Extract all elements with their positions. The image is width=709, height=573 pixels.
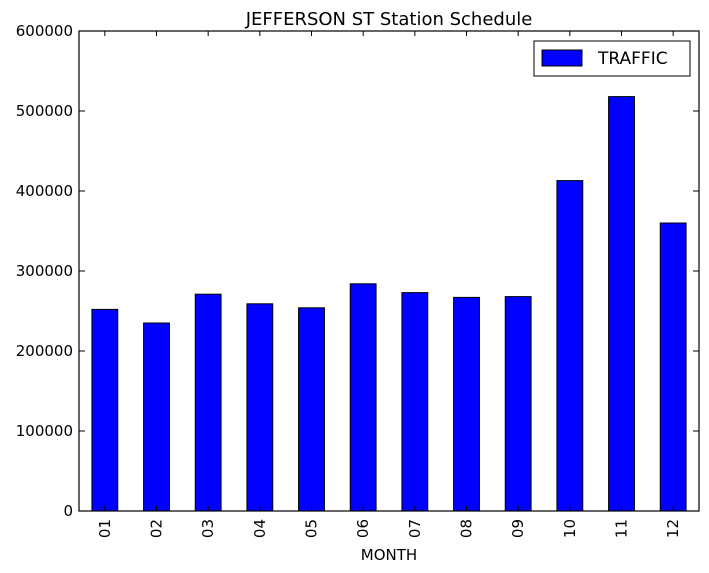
- plot-frame: [78, 30, 700, 512]
- y-tick-label: 100000: [16, 422, 73, 440]
- x-tick-label: 06: [354, 519, 372, 538]
- x-axis-label: MONTH: [361, 546, 417, 564]
- y-tick-label: 0: [63, 502, 73, 520]
- legend-label: TRAFFIC: [597, 49, 668, 69]
- legend: TRAFFIC: [533, 40, 691, 77]
- bar-01: [91, 308, 119, 512]
- bar-10: [556, 180, 584, 512]
- ticks-group: 01 02 03 04 05 06 07 08 09 10 11 12 0 100000 200000 300…: [16, 22, 699, 538]
- bar-04: [246, 303, 274, 512]
- x-tick-label: 05: [303, 519, 321, 538]
- y-tick-label: 300000: [16, 262, 73, 280]
- y-tick-label: 600000: [16, 22, 73, 40]
- x-tick-label: 10: [561, 519, 579, 538]
- bar-02: [143, 322, 170, 512]
- x-tick-label: 11: [613, 519, 631, 538]
- y-tick-label: 500000: [16, 102, 73, 120]
- bars-group: [91, 96, 687, 512]
- x-tick-label: 03: [199, 519, 217, 538]
- bar-07: [401, 292, 429, 512]
- x-tick-label: 08: [458, 519, 476, 538]
- bar-03: [194, 293, 222, 512]
- x-tick-label: 04: [251, 519, 269, 538]
- bar-06: [349, 283, 377, 512]
- x-tick-label: 02: [148, 519, 166, 538]
- y-tick-label: 200000: [16, 342, 73, 360]
- y-tick-label: 400000: [16, 182, 73, 200]
- bar-08: [453, 296, 480, 512]
- x-tick-label: 07: [406, 519, 424, 538]
- bar-05: [298, 307, 325, 512]
- bar-11: [608, 96, 635, 512]
- x-tick-label: 01: [96, 519, 114, 538]
- bar-12: [659, 222, 687, 512]
- x-tick-label: 09: [509, 519, 527, 538]
- legend-swatch: [541, 49, 583, 67]
- chart-title: JEFFERSON ST Station Schedule: [245, 9, 533, 30]
- bar-09: [504, 296, 532, 512]
- x-tick-label: 12: [664, 519, 682, 538]
